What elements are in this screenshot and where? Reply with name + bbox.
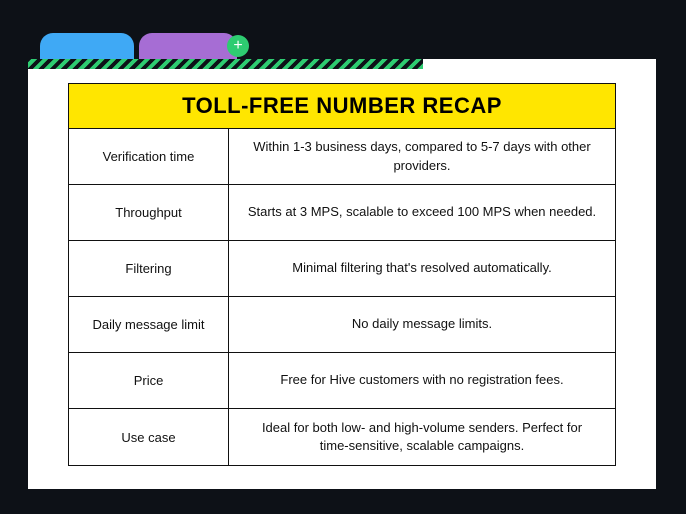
- table-row: Daily message limitNo daily message limi…: [69, 297, 615, 353]
- row-label: Price: [69, 353, 229, 408]
- row-label: Throughput: [69, 185, 229, 240]
- tabs-container: +: [40, 33, 237, 59]
- page-card: TOLL-FREE NUMBER RECAP Verification time…: [28, 59, 656, 489]
- row-value: No daily message limits.: [229, 297, 615, 352]
- row-label: Filtering: [69, 241, 229, 296]
- stripe-decoration: [28, 59, 423, 69]
- table-row: Verification timeWithin 1-3 business day…: [69, 129, 615, 185]
- table-row: FilteringMinimal filtering that's resolv…: [69, 241, 615, 297]
- row-label: Use case: [69, 409, 229, 465]
- row-value: Ideal for both low- and high-volume send…: [229, 409, 615, 465]
- row-value: Starts at 3 MPS, scalable to exceed 100 …: [229, 185, 615, 240]
- add-tab-button[interactable]: +: [227, 35, 249, 57]
- table-title: TOLL-FREE NUMBER RECAP: [69, 84, 615, 129]
- table-row: Use caseIdeal for both low- and high-vol…: [69, 409, 615, 465]
- row-value: Free for Hive customers with no registra…: [229, 353, 615, 408]
- tab-purple[interactable]: +: [139, 33, 237, 59]
- row-label: Daily message limit: [69, 297, 229, 352]
- table-row: PriceFree for Hive customers with no reg…: [69, 353, 615, 409]
- row-value: Within 1-3 business days, compared to 5-…: [229, 129, 615, 184]
- recap-table: TOLL-FREE NUMBER RECAP Verification time…: [68, 83, 616, 466]
- plus-icon: +: [233, 38, 242, 54]
- table-row: ThroughputStarts at 3 MPS, scalable to e…: [69, 185, 615, 241]
- tab-blue[interactable]: [40, 33, 134, 59]
- row-value: Minimal filtering that's resolved automa…: [229, 241, 615, 296]
- row-label: Verification time: [69, 129, 229, 184]
